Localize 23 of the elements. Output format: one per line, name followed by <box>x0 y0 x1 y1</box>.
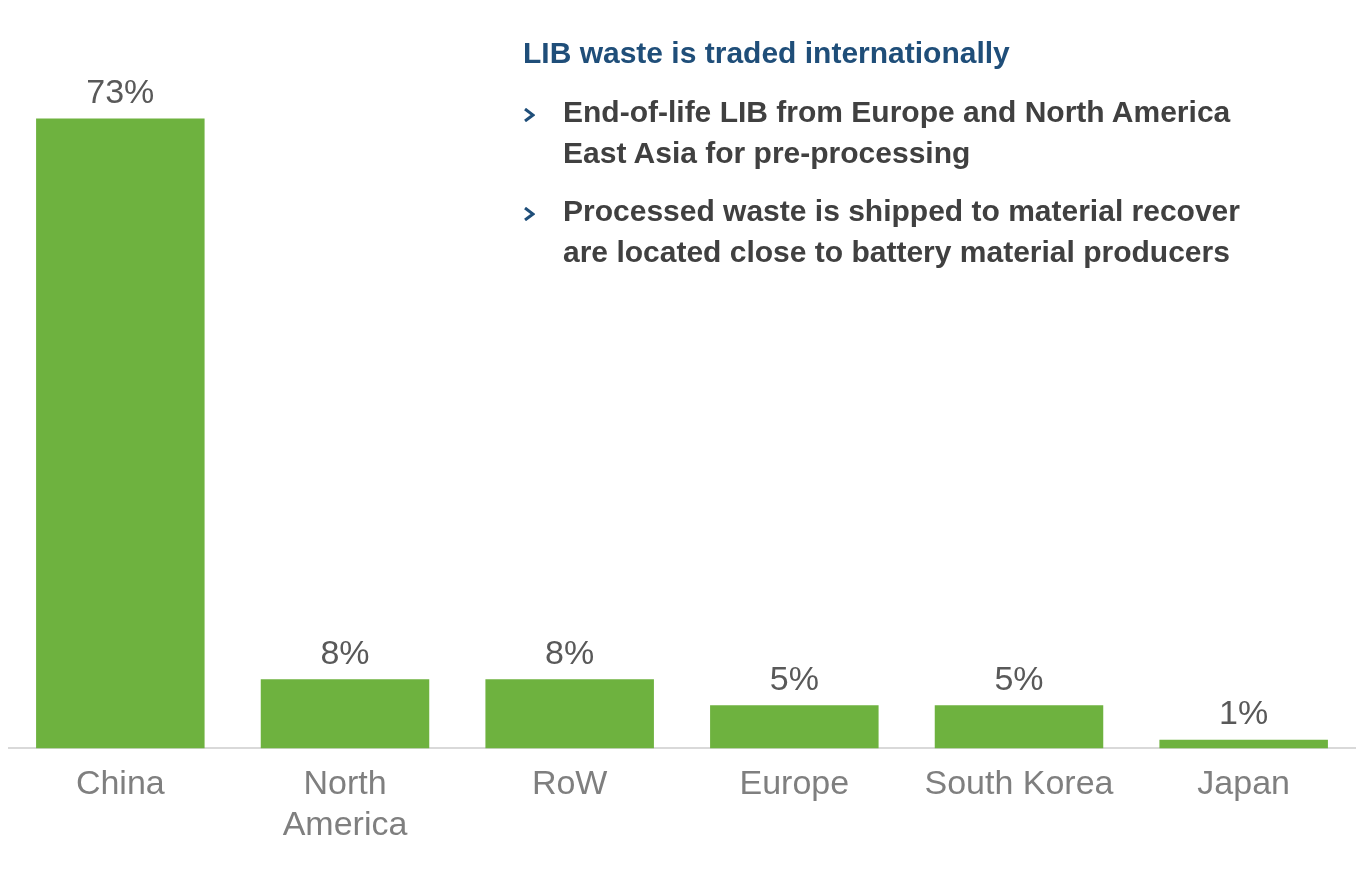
x-tick-label: RoW <box>531 763 608 802</box>
bar <box>485 679 654 749</box>
bar <box>260 679 430 749</box>
data-label: 8% <box>320 632 370 671</box>
data-label: 73% <box>86 71 155 110</box>
annotation: are located close to battery material producers <box>563 234 1230 270</box>
data-label: 8% <box>545 632 595 671</box>
data-label: 5% <box>769 658 819 697</box>
bar <box>1159 739 1328 749</box>
annotation: Processed waste is shipped to material recover <box>563 193 1240 229</box>
bar <box>934 705 1104 749</box>
x-tick-label: South Korea <box>924 763 1114 802</box>
bar <box>36 118 205 749</box>
data-label: 5% <box>994 658 1044 697</box>
x-tick-label: China <box>75 763 165 802</box>
annotation: End-of-life LIB from Europe and North America <box>563 94 1231 130</box>
x-tick-label: Japan <box>1197 763 1290 802</box>
bar <box>710 705 879 749</box>
annotation: East Asia for pre-processing <box>563 135 971 171</box>
text: LIB waste is traded internationally <box>523 36 1011 70</box>
x-tick-label: Europe <box>739 763 850 802</box>
data-label: 1% <box>1219 693 1269 732</box>
x-tick-label: North America <box>282 763 408 842</box>
